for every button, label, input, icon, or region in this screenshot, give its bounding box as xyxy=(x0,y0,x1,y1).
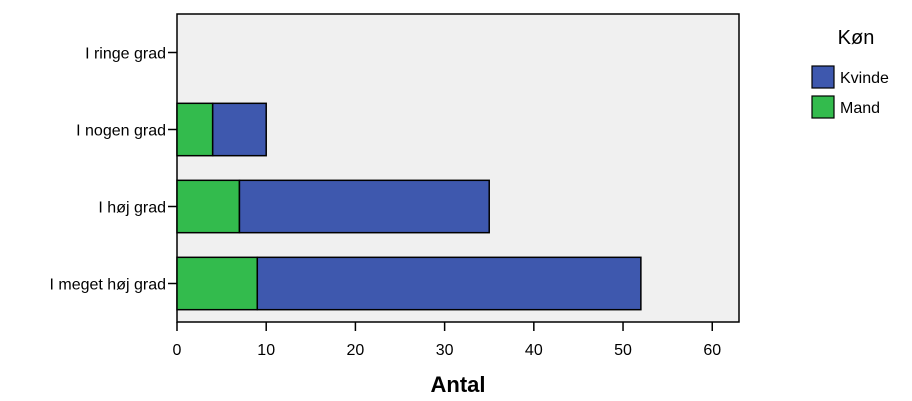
y-tick-label: I ringe grad xyxy=(85,46,166,63)
legend-title: Køn xyxy=(838,27,875,49)
legend: Køn Kvinde Mand xyxy=(811,27,889,119)
x-tick-label: 0 xyxy=(173,342,182,359)
x-tick-label: 30 xyxy=(436,342,454,359)
bar-mand-1 xyxy=(176,102,214,157)
x-tick-label: 60 xyxy=(703,342,721,359)
x-axis: 0 10 20 30 40 50 60 xyxy=(173,322,721,359)
bar-mand-2 xyxy=(176,179,241,234)
legend-swatch-kvinde xyxy=(811,65,835,89)
legend-label-kvinde: Kvinde xyxy=(840,70,889,87)
bars-layer xyxy=(176,102,642,311)
y-tick-label: I meget høj grad xyxy=(50,277,167,294)
y-axis: I ringe grad I nogen grad I høj grad I mege… xyxy=(50,46,177,294)
legend-swatch-mand xyxy=(811,95,835,119)
x-tick-label: 40 xyxy=(525,342,543,359)
bar-mand-3 xyxy=(176,256,259,311)
bar-kvinde-2 xyxy=(238,179,490,234)
y-tick-label: I høj grad xyxy=(98,200,166,217)
legend-label-mand: Mand xyxy=(840,100,880,117)
bar-kvinde-1 xyxy=(211,102,267,157)
x-tick-label: 10 xyxy=(257,342,275,359)
x-axis-title: Antal xyxy=(431,372,486,396)
x-tick-label: 20 xyxy=(347,342,365,359)
bar-kvinde-3 xyxy=(256,256,642,311)
y-tick-label: I nogen grad xyxy=(76,123,166,140)
x-tick-label: 50 xyxy=(614,342,632,359)
